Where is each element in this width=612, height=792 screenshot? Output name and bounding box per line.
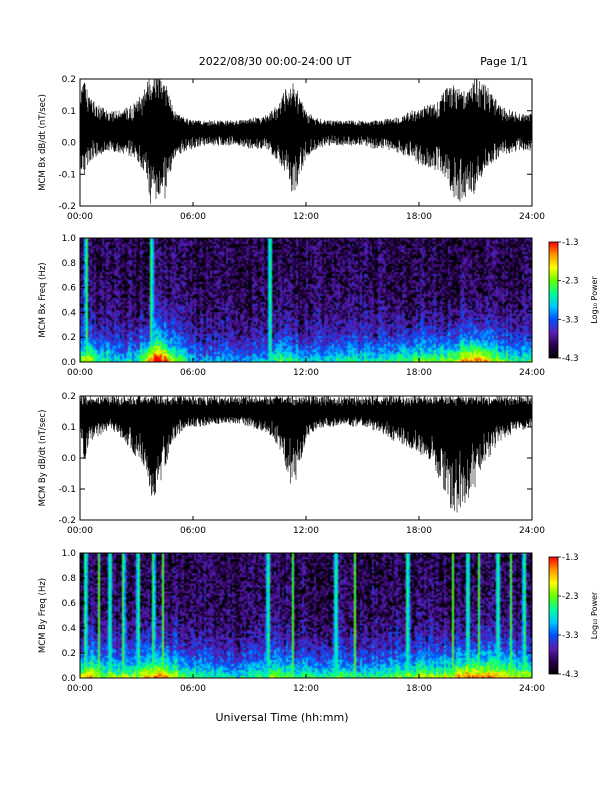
x-tick-label: 00:00: [67, 684, 93, 694]
spectrogram-image: [80, 238, 532, 362]
y-tick-label: 0.0: [62, 358, 77, 368]
x-tick-label: 00:00: [67, 212, 93, 222]
x-tick-label: 24:00: [519, 526, 545, 536]
x-tick-label: 12:00: [293, 368, 319, 378]
y-tick-label: 0.4: [62, 624, 77, 634]
y-tick-label: 0.2: [62, 75, 76, 85]
colorbar-tick-label: -1.3: [562, 238, 579, 248]
x-tick-label: 06:00: [180, 526, 206, 536]
y-axis-label: MCM Bx Freq (Hz): [38, 262, 48, 337]
colorbar: [548, 241, 559, 359]
y-tick-label: -0.2: [58, 516, 76, 526]
y-tick-label: 0.2: [62, 649, 76, 659]
y-tick-label: -0.1: [58, 485, 76, 495]
bx-dbdt-panel: 0.2 0.1 0.0 -0.1 -0.200:00 06:00 12:00 18:00 24:…: [38, 75, 545, 222]
spectrogram-image: [80, 553, 532, 678]
x-tick-label: 24:00: [519, 368, 545, 378]
x-axis-label: Universal Time (hh:mm): [216, 711, 349, 724]
x-tick-label: 12:00: [293, 212, 319, 222]
y-tick-label: 0.1: [62, 423, 76, 433]
colorbar-label: Log₁₀ Power: [590, 276, 599, 324]
dbdt-trace: [80, 396, 532, 513]
y-tick-label: 0.6: [62, 284, 77, 294]
y-tick-label: 0.8: [62, 574, 77, 584]
y-tick-label: 0.8: [62, 259, 77, 269]
x-tick-label: 18:00: [406, 526, 432, 536]
page-indicator: Page 1/1: [480, 55, 528, 68]
bx-spectrogram-panel: 1.0 0.8 0.6 0.4 0.2 0.000:00 06:00 12:00 18:00 24…: [38, 234, 599, 378]
by-spectrogram-panel: 1.0 0.8 0.6 0.4 0.2 0.000:00 06:00 12:00 18:00 24…: [38, 549, 599, 694]
y-tick-label: 0.2: [62, 333, 76, 343]
colorbar-tick-label: -4.3: [562, 354, 579, 364]
colorbar-tick-label: -4.3: [562, 670, 579, 680]
x-tick-label: 24:00: [519, 684, 545, 694]
by-dbdt-panel: 0.2 0.1 0.0 -0.1 -0.200:00 06:00 12:00 18:00 24:…: [38, 392, 545, 536]
y-tick-label: -0.1: [58, 170, 76, 180]
y-tick-label: 1.0: [62, 234, 77, 244]
y-tick-label: 0.0: [62, 454, 77, 464]
y-tick-label: 0.0: [62, 674, 77, 684]
y-tick-label: 0.1: [62, 107, 76, 117]
dbdt-trace: [80, 79, 532, 204]
colorbar-tick-label: -1.3: [562, 553, 579, 563]
y-tick-label: 0.2: [62, 392, 76, 402]
x-tick-label: 18:00: [406, 368, 432, 378]
x-tick-label: 18:00: [406, 684, 432, 694]
colorbar-tick-label: -2.3: [562, 277, 579, 287]
y-tick-label: 1.0: [62, 549, 77, 559]
x-tick-label: 12:00: [293, 526, 319, 536]
x-tick-label: 06:00: [180, 684, 206, 694]
y-tick-label: 0.4: [62, 308, 77, 318]
x-tick-label: 06:00: [180, 212, 206, 222]
colorbar-tick-label: -3.3: [562, 315, 579, 325]
colorbar-tick-label: -2.3: [562, 592, 579, 602]
figure-title: 2022/08/30 00:00-24:00 UT: [199, 55, 352, 68]
x-tick-label: 00:00: [67, 526, 93, 536]
colorbar: [548, 556, 559, 675]
x-tick-label: 24:00: [519, 212, 545, 222]
y-tick-label: 0.6: [62, 599, 77, 609]
colorbar-label: Log₁₀ Power: [590, 591, 599, 639]
y-axis-label: MCM Bx dB/dt (nT/sec): [38, 94, 48, 191]
y-axis-label: MCM By dB/dt (nT/sec): [38, 410, 48, 507]
x-tick-label: 00:00: [67, 368, 93, 378]
y-tick-label: 0.0: [62, 139, 77, 149]
colorbar-tick-label: -3.3: [562, 631, 579, 641]
y-tick-label: -0.2: [58, 202, 76, 212]
x-tick-label: 12:00: [293, 684, 319, 694]
y-axis-label: MCM By Freq (Hz): [38, 578, 48, 653]
x-tick-label: 06:00: [180, 368, 206, 378]
x-tick-label: 18:00: [406, 212, 432, 222]
